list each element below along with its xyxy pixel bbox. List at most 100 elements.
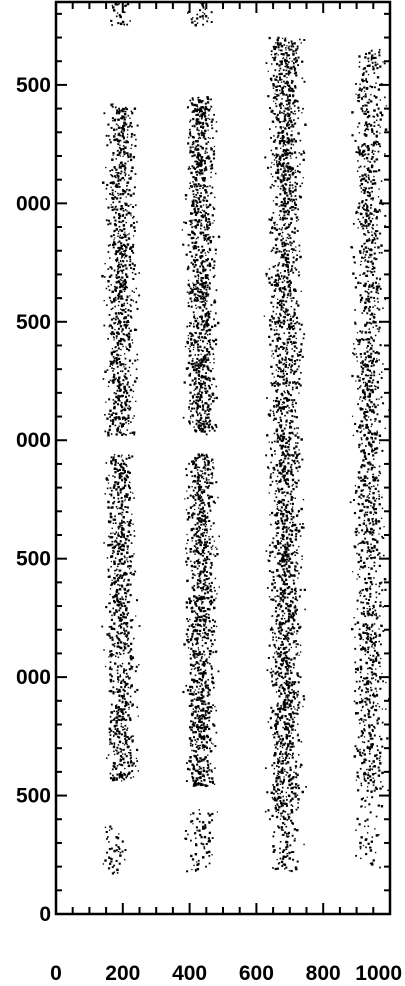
data-point xyxy=(301,182,304,185)
data-point xyxy=(126,601,129,604)
data-point xyxy=(284,620,287,623)
data-point xyxy=(197,769,199,772)
data-point xyxy=(125,634,129,637)
data-point xyxy=(119,574,122,577)
data-point xyxy=(120,263,123,266)
data-point xyxy=(208,558,211,561)
data-point xyxy=(191,402,194,405)
data-point xyxy=(118,525,121,528)
data-point xyxy=(124,252,126,255)
data-point xyxy=(130,560,132,563)
data-point xyxy=(295,337,297,340)
data-point xyxy=(211,590,213,593)
data-point xyxy=(198,219,201,222)
data-point xyxy=(135,757,138,760)
data-point xyxy=(201,329,204,331)
data-point xyxy=(293,447,296,450)
data-point xyxy=(290,138,293,141)
data-point xyxy=(206,277,209,279)
data-point xyxy=(212,153,216,156)
data-point xyxy=(279,49,282,52)
data-point xyxy=(125,152,127,154)
data-point xyxy=(193,474,197,478)
data-point xyxy=(125,325,127,327)
data-point xyxy=(213,299,216,302)
data-point xyxy=(125,275,129,279)
data-point xyxy=(199,15,202,18)
data-point xyxy=(213,318,215,321)
data-point xyxy=(274,610,277,613)
data-point xyxy=(187,244,190,247)
data-point xyxy=(125,377,128,380)
data-point xyxy=(196,128,199,131)
data-point xyxy=(111,206,114,209)
data-point xyxy=(210,105,213,108)
data-point xyxy=(194,364,197,367)
data-point xyxy=(118,286,122,289)
data-point xyxy=(192,17,194,19)
data-point xyxy=(195,527,199,530)
data-point xyxy=(121,780,123,782)
data-point xyxy=(112,460,114,462)
data-point xyxy=(196,165,199,168)
data-point xyxy=(290,463,293,466)
data-point xyxy=(205,477,208,479)
data-point xyxy=(123,645,126,648)
data-point xyxy=(207,550,210,553)
data-point xyxy=(201,492,204,495)
data-point xyxy=(125,621,129,625)
data-point xyxy=(209,333,211,336)
data-point xyxy=(199,195,202,198)
data-point xyxy=(191,204,194,207)
data-point xyxy=(195,163,198,166)
data-point xyxy=(114,726,116,728)
data-point xyxy=(113,778,116,781)
data-point xyxy=(199,271,201,274)
data-point xyxy=(197,369,200,372)
data-point xyxy=(206,408,209,411)
data-point xyxy=(202,596,204,599)
data-point xyxy=(196,713,199,716)
data-point xyxy=(113,239,115,241)
data-point xyxy=(279,67,282,70)
data-point xyxy=(125,334,127,336)
data-point xyxy=(200,595,203,598)
data-point xyxy=(277,804,279,807)
data-point xyxy=(124,286,128,289)
data-point xyxy=(195,237,198,240)
data-point xyxy=(124,495,127,498)
data-point xyxy=(298,377,301,380)
data-point xyxy=(115,721,118,724)
data-point xyxy=(217,670,220,673)
data-point xyxy=(209,165,211,167)
data-point xyxy=(271,226,274,230)
data-point xyxy=(127,589,130,591)
data-point xyxy=(112,486,116,489)
data-point xyxy=(205,686,208,689)
data-point xyxy=(202,303,204,306)
data-point xyxy=(197,859,200,862)
data-point xyxy=(123,278,127,282)
data-point xyxy=(107,431,110,434)
data-point xyxy=(201,472,204,475)
data-point xyxy=(270,315,274,318)
data-point xyxy=(206,785,209,787)
data-point xyxy=(190,610,194,613)
data-point xyxy=(200,679,203,682)
data-point xyxy=(298,359,301,362)
data-point xyxy=(122,213,125,216)
data-point xyxy=(196,201,199,204)
data-point xyxy=(205,741,208,744)
data-point xyxy=(200,132,203,135)
data-point xyxy=(196,223,199,226)
data-point xyxy=(285,424,287,426)
data-point xyxy=(211,482,214,485)
data-point xyxy=(207,837,211,840)
data-point xyxy=(277,131,280,135)
data-point xyxy=(202,650,205,653)
data-point xyxy=(115,749,117,751)
data-point xyxy=(118,736,121,739)
data-point xyxy=(138,664,140,666)
data-point xyxy=(207,368,210,371)
data-point xyxy=(195,560,197,563)
